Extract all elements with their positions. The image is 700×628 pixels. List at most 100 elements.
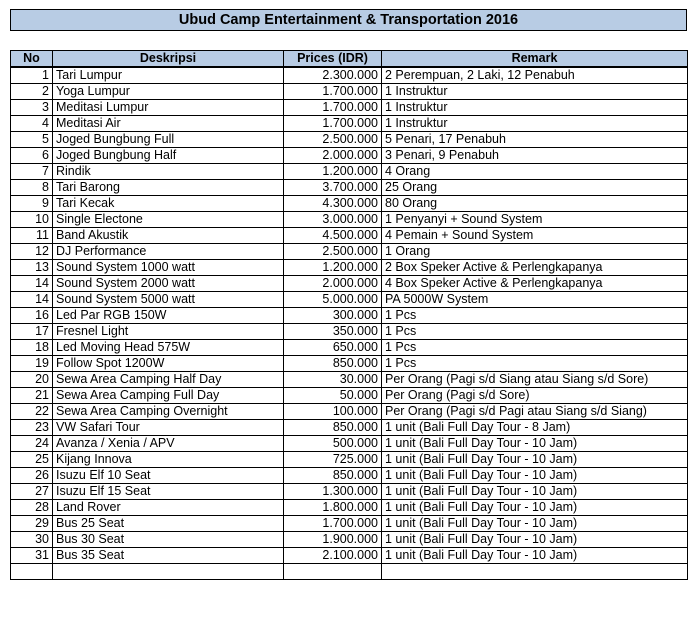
cell-description: Kijang Innova: [52, 451, 284, 468]
cell-price: 50.000: [283, 387, 382, 404]
table-row: [10, 563, 688, 580]
cell-no: 27: [10, 483, 53, 500]
cell-remark: 1 unit (Bali Full Day Tour - 10 Jam): [381, 547, 688, 564]
header-price: Prices (IDR): [283, 50, 382, 68]
cell-remark: 1 Instruktur: [381, 115, 688, 132]
cell-price: 4.500.000: [283, 227, 382, 244]
cell-description: Tari Lumpur: [52, 66, 284, 84]
table-row: 1 Tari Lumpur 2.300.000 2 Perempuan, 2 Laki…: [10, 66, 688, 84]
table-row: 6 Joged Bungbung Half 2.000.000 3 Penari, 9…: [10, 147, 688, 164]
cell-description: Sound System 2000 watt: [52, 275, 284, 292]
cell-description: Sewa Area Camping Overnight: [52, 403, 284, 420]
cell-remark: 1 unit (Bali Full Day Tour - 10 Jam): [381, 499, 688, 516]
cell-no: 6: [10, 147, 53, 164]
cell-remark: 1 unit (Bali Full Day Tour - 10 Jam): [381, 467, 688, 484]
cell-description: DJ Performance: [52, 243, 284, 260]
cell-price: 2.000.000: [283, 275, 382, 292]
cell-no: 8: [10, 179, 53, 196]
cell-description: Land Rover: [52, 499, 284, 516]
cell-description: Tari Barong: [52, 179, 284, 196]
cell-price: 725.000: [283, 451, 382, 468]
cell-no: 11: [10, 227, 53, 244]
cell-price: 1.200.000: [283, 259, 382, 276]
cell-no: 18: [10, 339, 53, 356]
cell-description: Meditasi Lumpur: [52, 99, 284, 116]
table-row: 25 Kijang Innova 725.000 1 unit (Bali Full …: [10, 451, 688, 468]
cell-price: 1.700.000: [283, 515, 382, 532]
cell-price: 3.700.000: [283, 179, 382, 196]
cell-description: Led Par RGB 150W: [52, 307, 284, 324]
cell-description: Bus 25 Seat: [52, 515, 284, 532]
table-row: 18 Led Moving Head 575W 650.000 1 Pcs: [10, 339, 688, 356]
cell-price: 850.000: [283, 419, 382, 436]
cell-price: 1.700.000: [283, 115, 382, 132]
cell-no: 30: [10, 531, 53, 548]
cell-description: Isuzu Elf 10 Seat: [52, 467, 284, 484]
cell-no: 3: [10, 99, 53, 116]
table-row: 26 Isuzu Elf 10 Seat 850.000 1 unit (Bali F…: [10, 467, 688, 484]
cell-description: Bus 30 Seat: [52, 531, 284, 548]
cell-price: 850.000: [283, 467, 382, 484]
cell-description: Sewa Area Camping Full Day: [52, 387, 284, 404]
cell-description: Sewa Area Camping Half Day: [52, 371, 284, 388]
cell-description: Bus 35 Seat: [52, 547, 284, 564]
cell-no: 7: [10, 163, 53, 180]
cell-remark: 4 Orang: [381, 163, 688, 180]
cell-remark: 1 unit (Bali Full Day Tour - 10 Jam): [381, 451, 688, 468]
table-row: 10 Single Electone 3.000.000 1 Penyanyi + S…: [10, 211, 688, 228]
cell-remark: 1 unit (Bali Full Day Tour - 10 Jam): [381, 435, 688, 452]
cell-price: 650.000: [283, 339, 382, 356]
table-row: 8 Tari Barong 3.700.000 25 Orang: [10, 179, 688, 196]
cell-price: 500.000: [283, 435, 382, 452]
table-row: 17 Fresnel Light 350.000 1 Pcs: [10, 323, 688, 340]
cell-remark: 1 unit (Bali Full Day Tour - 8 Jam): [381, 419, 688, 436]
cell-description: Avanza / Xenia / APV: [52, 435, 284, 452]
cell-remark: 1 Pcs: [381, 307, 688, 324]
cell-no: 14: [10, 291, 53, 308]
cell-description: Sound System 5000 watt: [52, 291, 284, 308]
table-row: 28 Land Rover 1.800.000 1 unit (Bali Full D…: [10, 499, 688, 516]
cell-remark: 1 unit (Bali Full Day Tour - 10 Jam): [381, 531, 688, 548]
table-row: 29 Bus 25 Seat 1.700.000 1 unit (Bali Full …: [10, 515, 688, 532]
cell-no: 12: [10, 243, 53, 260]
cell-price: 1.200.000: [283, 163, 382, 180]
cell-description: Meditasi Air: [52, 115, 284, 132]
table-row: 5 Joged Bungbung Full 2.500.000 5 Penari, 1…: [10, 131, 688, 148]
table-row: 9 Tari Kecak 4.300.000 80 Orang: [10, 195, 688, 212]
cell-price: 4.300.000: [283, 195, 382, 212]
cell-description: Led Moving Head 575W: [52, 339, 284, 356]
table-row: 16 Led Par RGB 150W 300.000 1 Pcs: [10, 307, 688, 324]
cell-no: 17: [10, 323, 53, 340]
cell-description: Follow Spot 1200W: [52, 355, 284, 372]
cell-description: [52, 563, 284, 580]
cell-no: 10: [10, 211, 53, 228]
cell-remark: Per Orang (Pagi s/d Sore): [381, 387, 688, 404]
table-row: 31 Bus 35 Seat 2.100.000 1 unit (Bali Full …: [10, 547, 688, 564]
table-row: 11 Band Akustik 4.500.000 4 Pemain + Sound …: [10, 227, 688, 244]
cell-description: Joged Bungbung Half: [52, 147, 284, 164]
table-header-row: No Deskripsi Prices (IDR) Remark: [10, 50, 688, 68]
cell-price: 1.700.000: [283, 99, 382, 116]
cell-no: [10, 563, 53, 580]
table-row: 21 Sewa Area Camping Full Day 50.000 Per Or…: [10, 387, 688, 404]
cell-price: 1.900.000: [283, 531, 382, 548]
cell-remark: 1 unit (Bali Full Day Tour - 10 Jam): [381, 515, 688, 532]
cell-remark: 2 Box Speker Active & Perlengkapanya: [381, 259, 688, 276]
cell-remark: 1 Penyanyi + Sound System: [381, 211, 688, 228]
cell-remark: 2 Perempuan, 2 Laki, 12 Penabuh: [381, 66, 688, 84]
table-row: 2 Yoga Lumpur 1.700.000 1 Instruktur: [10, 83, 688, 100]
cell-price: 2.500.000: [283, 131, 382, 148]
cell-remark: Per Orang (Pagi s/d Pagi atau Siang s/d …: [381, 403, 688, 420]
cell-remark: 4 Pemain + Sound System: [381, 227, 688, 244]
cell-no: 19: [10, 355, 53, 372]
cell-remark: 4 Box Speker Active & Perlengkapanya: [381, 275, 688, 292]
cell-no: 25: [10, 451, 53, 468]
cell-price: 1.700.000: [283, 83, 382, 100]
cell-no: 9: [10, 195, 53, 212]
cell-remark: 80 Orang: [381, 195, 688, 212]
cell-remark: 1 Pcs: [381, 323, 688, 340]
cell-description: Yoga Lumpur: [52, 83, 284, 100]
cell-price: 850.000: [283, 355, 382, 372]
table-row: 19 Follow Spot 1200W 850.000 1 Pcs: [10, 355, 688, 372]
table-row: 7 Rindik 1.200.000 4 Orang: [10, 163, 688, 180]
